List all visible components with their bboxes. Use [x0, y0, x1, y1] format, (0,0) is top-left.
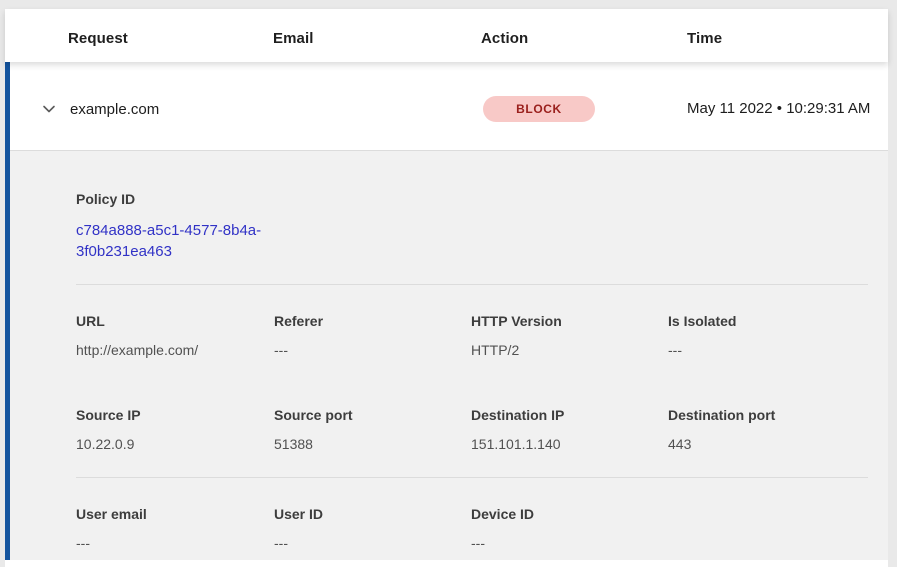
field-label: Referer	[274, 313, 324, 329]
field-value: HTTP/2	[471, 342, 520, 358]
column-header-email: Email	[273, 30, 314, 47]
field-label: Source IP	[76, 407, 141, 423]
expanded-row-container: example.com BLOCK May 11 2022 • 10:29:31…	[5, 62, 888, 560]
field-label: User ID	[274, 506, 324, 522]
detail-field-http-version: HTTP Version HTTP/2	[471, 313, 668, 359]
row-time-cell: May 11 2022 • 10:29:31 AM	[687, 97, 888, 121]
column-header-request: Request	[68, 30, 128, 47]
field-value: http://example.com/	[76, 342, 199, 358]
request-log-table: Request Email Action Time example.com BL…	[5, 9, 888, 567]
policy-id-field: Policy ID c784a888-a5c1-4577-8b4a-3f0b23…	[76, 191, 888, 262]
detail-field-is-isolated: Is Isolated ---	[668, 313, 888, 359]
field-label: URL	[76, 313, 105, 329]
field-value: 443	[668, 436, 692, 452]
details-grid-http: URL http://example.com/ Referer --- HTTP…	[76, 313, 888, 359]
details-grid-network: Source IP 10.22.0.9 Source port 51388 De…	[76, 407, 888, 453]
field-value: ---	[274, 342, 288, 358]
field-value: 51388	[274, 436, 313, 452]
field-label: User email	[76, 506, 147, 522]
collapse-row-button[interactable]	[41, 101, 57, 117]
field-value: ---	[274, 535, 288, 551]
detail-field-url: URL http://example.com/	[76, 313, 274, 359]
detail-field-destination-port: Destination port 443	[668, 407, 888, 453]
detail-field-device-id: Device ID ---	[471, 506, 668, 552]
detail-field-referer: Referer ---	[274, 313, 471, 359]
field-label: Destination IP	[471, 407, 565, 423]
table-row[interactable]: example.com BLOCK May 11 2022 • 10:29:31…	[10, 62, 888, 150]
column-header-action: Action	[481, 30, 529, 47]
details-divider	[76, 477, 868, 478]
detail-field-source-port: Source port 51388	[274, 407, 471, 453]
next-row-edge	[5, 560, 888, 567]
field-label: Device ID	[471, 506, 535, 522]
row-details-panel: Policy ID c784a888-a5c1-4577-8b4a-3f0b23…	[10, 150, 888, 560]
detail-field-user-email: User email ---	[76, 506, 274, 552]
chevron-down-icon	[43, 105, 55, 113]
field-value: 151.101.1.140	[471, 436, 561, 452]
table-header-row: Request Email Action Time	[5, 9, 888, 62]
details-grid-user: User email --- User ID --- Device ID ---	[76, 506, 888, 552]
details-divider	[76, 284, 868, 285]
row-time-value: May 11 2022 • 10:29:31 AM	[687, 100, 871, 117]
policy-id-link[interactable]: c784a888-a5c1-4577-8b4a-3f0b231ea463	[76, 222, 262, 260]
detail-field-user-id: User ID ---	[274, 506, 471, 552]
block-action-badge: BLOCK	[483, 96, 595, 122]
field-value: ---	[76, 535, 90, 551]
column-header-time: Time	[687, 30, 723, 47]
detail-field-source-ip: Source IP 10.22.0.9	[76, 407, 274, 453]
field-value: 10.22.0.9	[76, 436, 135, 452]
detail-field-destination-ip: Destination IP 151.101.1.140	[471, 407, 668, 453]
policy-id-label: Policy ID	[76, 191, 136, 207]
field-label: HTTP Version	[471, 313, 562, 329]
detail-field-empty	[668, 506, 888, 552]
field-value: ---	[471, 535, 485, 551]
field-label: Source port	[274, 407, 353, 423]
field-label: Is Isolated	[668, 313, 737, 329]
row-action-cell: BLOCK	[481, 96, 687, 122]
row-request-value: example.com	[70, 100, 160, 118]
field-value: ---	[668, 342, 682, 358]
field-label: Destination port	[668, 407, 776, 423]
